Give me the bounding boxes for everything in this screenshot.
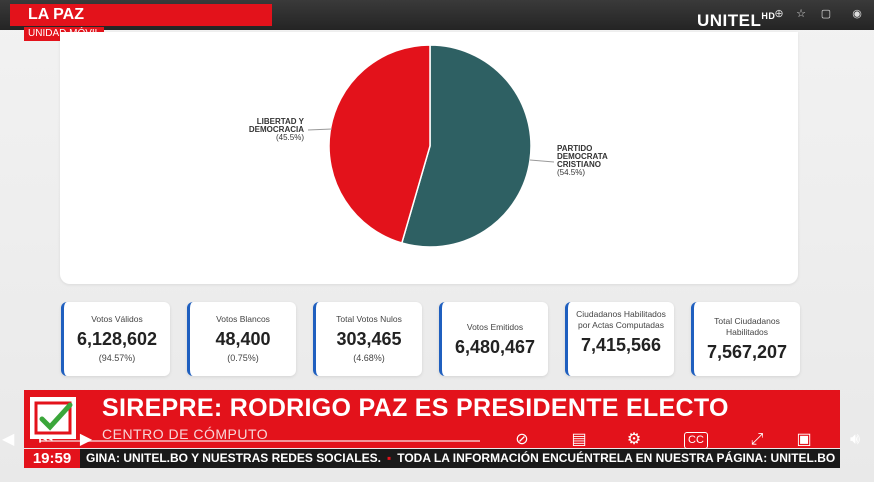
stat-label: Votos Emitidos xyxy=(466,322,524,332)
logo-text: UNITEL xyxy=(697,11,762,30)
stat-value: 7,415,566 xyxy=(580,335,662,355)
pie-label-pct: (54.5%) xyxy=(557,168,586,177)
stat-value: 48,400 xyxy=(215,329,271,349)
pie-label-name: DEMOCRATA xyxy=(557,152,608,161)
ticker-text: GINA: UNITEL.BO Y NUESTRAS REDES SOCIALE… xyxy=(86,449,836,468)
pie-chart-card: LIBERTAD Y DEMOCRACIA (45.5%) PARTIDO DE… xyxy=(60,32,798,284)
pie-label-pct: (45.5%) xyxy=(275,133,304,142)
cast-icon[interactable]: ⊘ xyxy=(515,431,529,448)
stat-pct: (94.57%) xyxy=(98,353,136,363)
stat-votos-blancos: Votos Blancos 48,400 (0.75%) xyxy=(187,302,296,376)
pie-label-pdc: PARTIDO DEMOCRATA CRISTIANO (54.5%) xyxy=(557,145,627,177)
stat-value: 6,128,602 xyxy=(76,329,158,349)
stat-votos-emitidos: Votos Emitidos 6,480,467 xyxy=(439,302,548,376)
stat-value: 7,567,207 xyxy=(706,342,788,362)
extension-icon[interactable]: ▢ xyxy=(820,8,832,20)
stat-value: 303,465 xyxy=(336,329,402,349)
stat-label: Total Votos Nulos xyxy=(336,314,402,324)
stat-votos-nulos: Total Votos Nulos 303,465 (4.68%) xyxy=(313,302,422,376)
logo-hd: HD xyxy=(761,11,776,21)
fullscreen-icon[interactable]: ⤢ xyxy=(750,431,764,448)
banner-headline: SIREPRE: RODRIGO PAZ ES PRESIDENTE ELECT… xyxy=(102,394,729,422)
stat-pct: (0.75%) xyxy=(227,353,259,363)
ballot-check-icon xyxy=(30,397,76,439)
pie-label-name: PARTIDO xyxy=(557,144,593,153)
skip-back-icon[interactable]: ⏮ xyxy=(38,431,54,448)
zoom-icon[interactable]: ⊕ xyxy=(774,8,784,20)
stat-label: Votos Blancos xyxy=(216,314,270,324)
news-ticker xyxy=(24,449,840,468)
volume-icon[interactable]: 🔊︎ xyxy=(850,431,861,448)
leader-line-pdc xyxy=(529,159,555,163)
stat-pct: (4.68%) xyxy=(353,353,385,363)
stat-label: Total Ciudadanos Habilitados xyxy=(714,316,780,337)
profile-icon[interactable]: ◉ xyxy=(852,8,862,20)
news-banner xyxy=(24,390,840,448)
stat-habilitados-actas: Ciudadanos Habilitados por Actas Computa… xyxy=(565,302,674,376)
pie-label-name: LIBERTAD Y xyxy=(256,117,304,126)
stat-votos-validos: Votos Válidos 6,128,602 (94.57%) xyxy=(61,302,170,376)
leader-line-libertad xyxy=(307,128,333,131)
stat-label: Votos Válidos xyxy=(91,314,143,324)
video-progress-bar[interactable] xyxy=(40,440,480,442)
ticker-separator: ▪ xyxy=(386,451,392,465)
ticker-text-a: GINA: UNITEL.BO Y NUESTRAS REDES SOCIALE… xyxy=(86,451,381,465)
miniplayer-icon[interactable]: ▣ xyxy=(796,431,812,448)
star-icon[interactable]: ☆ xyxy=(796,8,806,20)
stat-label: Ciudadanos Habilitados por Actas Computa… xyxy=(576,309,666,330)
pie-label-name: DEMOCRACIA xyxy=(248,125,304,134)
stat-value: 6,480,467 xyxy=(454,337,536,357)
banner-subtitle: CENTRO DE CÓMPUTO xyxy=(102,426,269,442)
stat-total-habilitados: Total Ciudadanos Habilitados 7,567,207 xyxy=(691,302,800,376)
pie-label-libertad: LIBERTAD Y DEMOCRACIA (45.5%) xyxy=(246,118,304,142)
closed-captions-icon[interactable]: CC xyxy=(684,432,708,449)
pie-slice-libertad-y-democracia xyxy=(328,44,431,244)
pie-label-name: CRISTIANO xyxy=(557,160,601,169)
previous-arrow-icon[interactable]: ◀ xyxy=(2,431,15,448)
unitel-logo: UNITELHD xyxy=(697,11,775,31)
clock: 19:59 xyxy=(24,449,80,468)
play-icon[interactable]: ▶ xyxy=(79,431,93,448)
pie-chart xyxy=(307,44,555,248)
clip-icon[interactable]: ▤ xyxy=(571,431,587,448)
ticker-text-b: TODA LA INFORMACIÓN ENCUÉNTRELA EN NUEST… xyxy=(397,451,836,465)
location-tag: LA PAZ xyxy=(10,4,272,26)
settings-gear-icon[interactable]: ⚙ xyxy=(626,431,642,448)
